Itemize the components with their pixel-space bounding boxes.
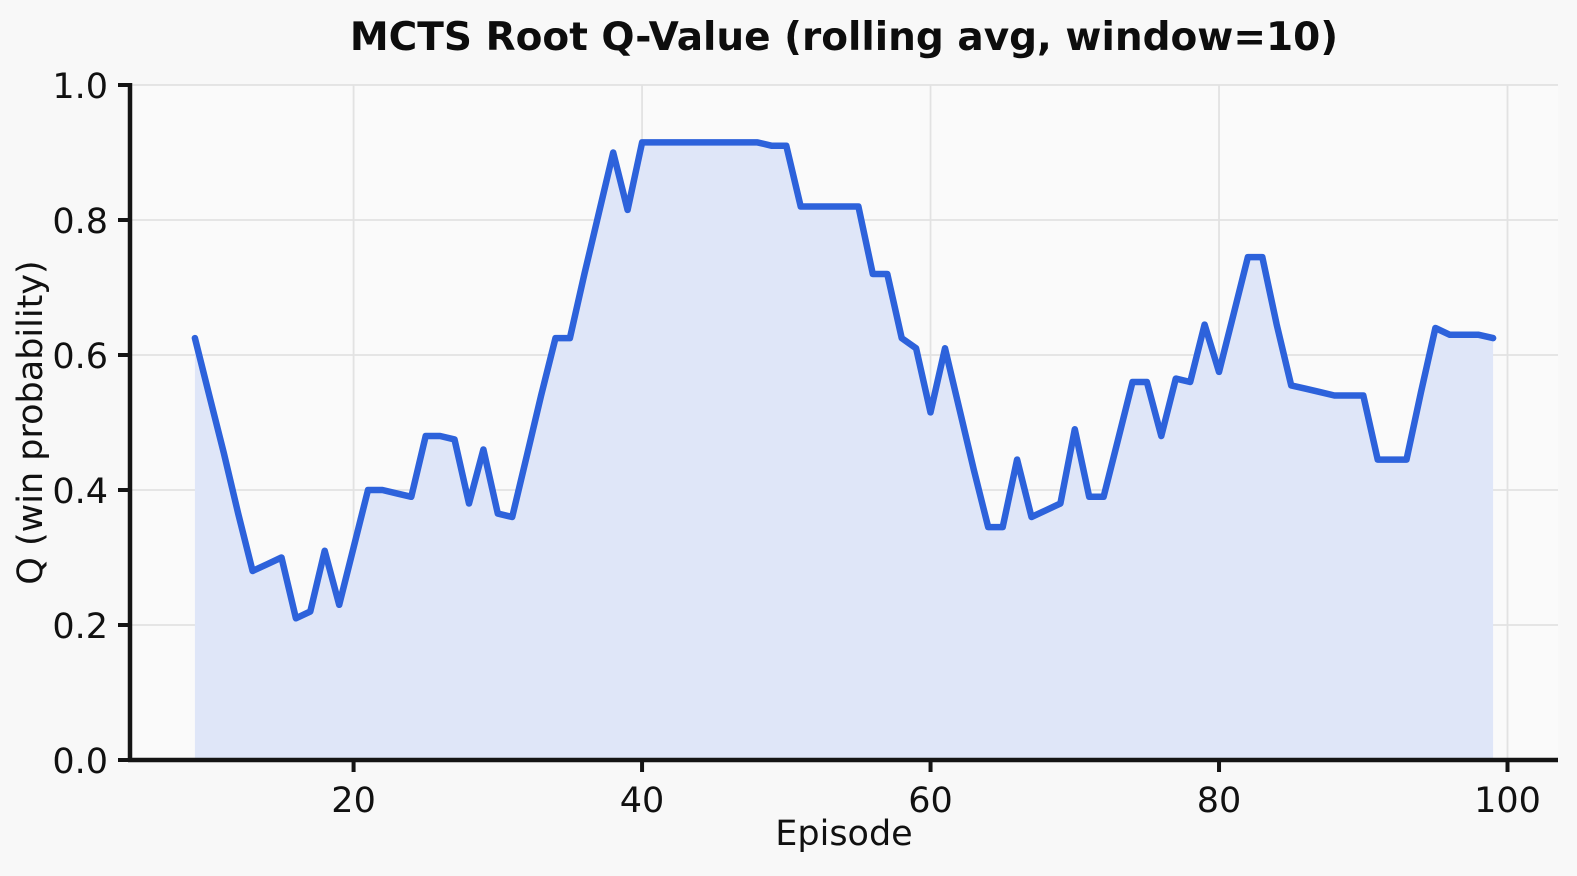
x-tick-label: 40 <box>620 781 665 821</box>
y-tick-label: 0.4 <box>52 472 108 512</box>
y-tick-label: 1.0 <box>52 67 108 107</box>
x-tick-label: 100 <box>1474 781 1541 821</box>
y-tick-label: 0.0 <box>52 742 108 782</box>
y-tick-label: 0.8 <box>52 202 108 242</box>
x-tick-label: 20 <box>331 781 376 821</box>
q-value-line <box>191 139 1497 622</box>
axis-ticks: 20 40 60 80 100 0.0 0.2 0.4 0.6 0.8 1.0 <box>52 67 1541 821</box>
y-axis-label: Q (win probability) <box>11 260 51 584</box>
x-tick-label: 60 <box>908 781 953 821</box>
y-tick-label: 0.2 <box>52 607 108 647</box>
y-tick-label: 0.6 <box>52 337 108 377</box>
x-axis-label: Episode <box>775 814 912 854</box>
chart-title: MCTS Root Q-Value (rolling avg, window=1… <box>350 15 1338 60</box>
x-tick-label: 80 <box>1197 781 1242 821</box>
area-fill <box>194 142 1494 760</box>
